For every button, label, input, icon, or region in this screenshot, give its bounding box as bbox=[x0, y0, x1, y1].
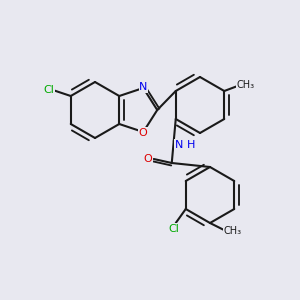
Text: Cl: Cl bbox=[168, 224, 179, 234]
Text: O: O bbox=[143, 154, 152, 164]
Text: O: O bbox=[139, 128, 148, 138]
Text: N: N bbox=[139, 82, 147, 92]
Text: CH₃: CH₃ bbox=[236, 80, 254, 90]
Text: H: H bbox=[187, 140, 195, 150]
Text: N: N bbox=[175, 140, 183, 150]
Text: Cl: Cl bbox=[43, 85, 54, 95]
Text: CH₃: CH₃ bbox=[224, 226, 242, 236]
